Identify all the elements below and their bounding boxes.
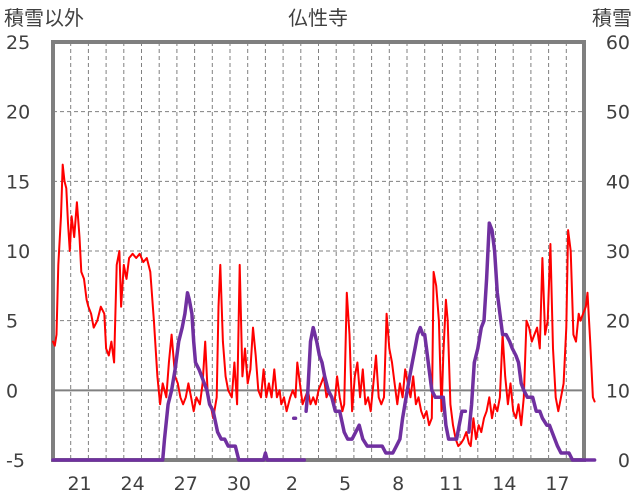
x-tick-label: 5 <box>339 473 351 495</box>
right-tick-label: 30 <box>606 241 630 263</box>
left-tick-label: 20 <box>6 102 30 124</box>
x-tick-label: 17 <box>545 473 569 495</box>
right-axis-title: 積雪 <box>592 6 632 30</box>
left-tick-label: 10 <box>6 241 30 263</box>
left-axis-title: 積雪以外 <box>4 6 84 30</box>
snow-depth-line <box>467 221 597 462</box>
x-tick-label: 11 <box>439 473 463 495</box>
right-tick-label: 40 <box>606 171 630 193</box>
x-tick-label: 14 <box>492 473 516 495</box>
snow-depth-line <box>422 332 468 441</box>
snow-depth-line <box>304 325 425 455</box>
right-tick-label: 20 <box>606 311 630 333</box>
right-tick-label: 50 <box>606 102 630 124</box>
left-tick-label: 5 <box>6 311 18 333</box>
x-tick-label: 2 <box>286 473 298 495</box>
left-tick-label: -5 <box>6 450 25 472</box>
right-tick-label: 0 <box>618 450 630 472</box>
x-tick-label: 8 <box>392 473 404 495</box>
snow-depth-line <box>51 291 307 462</box>
x-tick-label: 27 <box>174 473 198 495</box>
x-tick-label: 30 <box>227 473 251 495</box>
left-tick-label: 0 <box>6 380 18 402</box>
plot-frame <box>51 40 586 462</box>
right-tick-label: 10 <box>606 380 630 402</box>
left-tick-label: 15 <box>6 171 30 193</box>
x-tick-label: 24 <box>121 473 145 495</box>
left-tick-label: 25 <box>6 32 30 54</box>
chart-title: 仏性寺 <box>288 6 348 30</box>
x-tick-label: 21 <box>67 473 91 495</box>
right-tick-label: 60 <box>606 32 630 54</box>
temperature-line <box>52 163 596 448</box>
